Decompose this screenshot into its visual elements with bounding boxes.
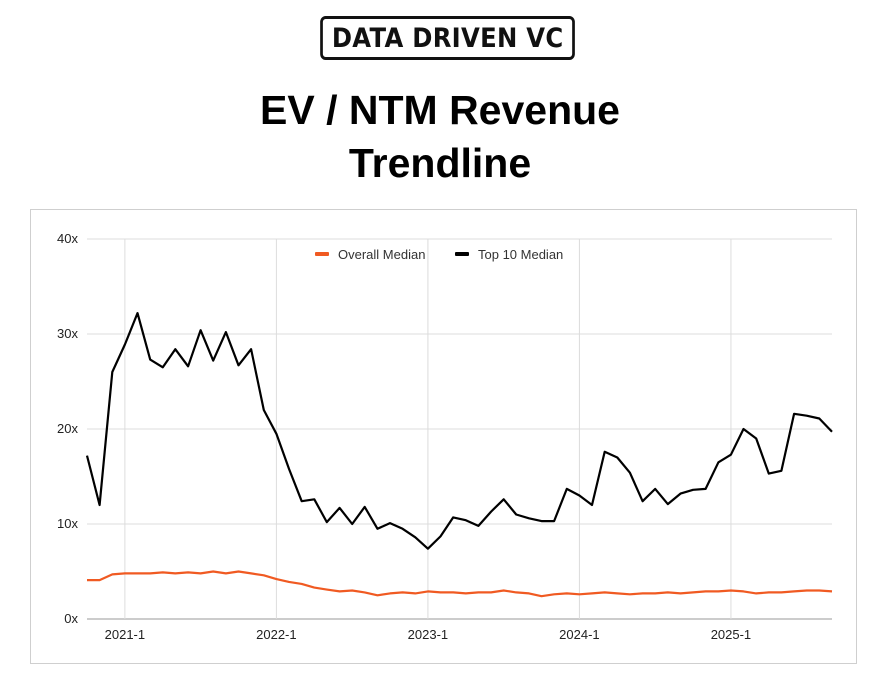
x-tick-label: 2024-1 (559, 627, 599, 642)
series-line-overall-median (87, 570, 833, 598)
legend-swatch (315, 252, 329, 256)
y-tick-label: 0x (64, 611, 78, 626)
y-tick-label: 20x (57, 421, 78, 436)
legend-item-top-10-median[interactable]: Top 10 Median (455, 247, 563, 262)
legend-label: Top 10 Median (478, 247, 563, 262)
logo-wrap: DATA DRIVEN VC (0, 16, 896, 61)
x-tick-label: 2021-1 (105, 627, 145, 642)
brand-logo: DATA DRIVEN VC (320, 16, 576, 61)
legend[interactable]: Overall Median Top 10 Median (315, 247, 563, 262)
grid-lines (87, 238, 832, 620)
y-tick-label: 30x (57, 326, 78, 341)
legend-swatch (455, 252, 469, 256)
series-line-top-10-median (85, 312, 833, 550)
legend-item-overall-median[interactable]: Overall Median (315, 247, 425, 262)
y-tick-label: 40x (57, 231, 78, 246)
y-tick-label: 10x (57, 516, 78, 531)
x-axis-ticks: 2021-1 2022-1 2023-1 2024-1 2025-1 (105, 627, 752, 642)
x-tick-label: 2025-1 (711, 627, 751, 642)
chart-title-line-1: EV / NTM Revenue (260, 87, 620, 133)
legend-label: Overall Median (338, 247, 425, 262)
series-lines (85, 312, 833, 598)
chart-title-line-2: Trendline (348, 140, 532, 186)
x-tick-label: 2022-1 (256, 627, 296, 642)
chart-title: EV / NTM Revenue Trendline (0, 84, 880, 190)
y-axis-ticks: 0x 10x 20x 30x 40x (57, 231, 78, 626)
chart-container: 0x 10x 20x 30x 40x 2021-1 2022-1 2023-1 2024-1 2… (30, 209, 857, 664)
x-tick-label: 2023-1 (408, 627, 448, 642)
